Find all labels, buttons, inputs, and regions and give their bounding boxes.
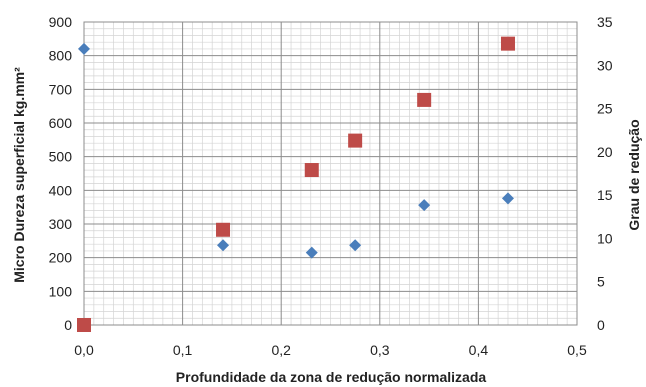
y-tick-label: 400 xyxy=(49,182,73,198)
x-axis-title: Profundidade da zona de redução normaliz… xyxy=(176,369,487,385)
y2-tick-label: 0 xyxy=(597,317,605,333)
y2-tick-label: 20 xyxy=(597,144,613,160)
x-axis-ticks: 0,0 0,1 0,2 0,3 0,4 0,5 xyxy=(74,342,587,358)
data-point-series-1 xyxy=(349,239,362,252)
data-point-series-1 xyxy=(501,192,514,205)
y-tick-label: 600 xyxy=(49,115,73,131)
y-tick-label: 900 xyxy=(49,14,73,30)
y-tick-label: 200 xyxy=(49,250,73,266)
data-point-series-2 xyxy=(500,36,515,51)
data-series xyxy=(77,36,515,332)
data-point-series-2 xyxy=(304,163,319,178)
x-tick-label: 0,0 xyxy=(74,342,94,358)
major-gridlines xyxy=(84,22,577,325)
x-tick-label: 0,5 xyxy=(567,342,587,358)
x-tick-label: 0,1 xyxy=(173,342,193,358)
y-axis-ticks: 0 100 200 300 400 500 600 700 800 900 xyxy=(49,14,73,333)
data-point-series-2 xyxy=(348,133,363,148)
x-tick-label: 0,3 xyxy=(370,342,390,358)
plot-area xyxy=(83,21,578,326)
data-point-series-2 xyxy=(77,318,91,332)
y-tick-label: 300 xyxy=(49,216,73,232)
y2-tick-label: 30 xyxy=(597,57,613,73)
y2-tick-label: 10 xyxy=(597,230,613,246)
y-tick-label: 800 xyxy=(49,48,73,64)
y-axis-title: Micro Dureza superficial kg.mm² xyxy=(11,67,27,283)
y-tick-label: 500 xyxy=(49,149,73,165)
data-point-series-1 xyxy=(418,199,431,212)
data-point-series-2 xyxy=(417,92,432,107)
y2-tick-label: 5 xyxy=(597,274,605,290)
x-tick-label: 0,4 xyxy=(469,342,489,358)
y2-axis-title: Grau de redução xyxy=(626,119,642,230)
x-tick-label: 0,2 xyxy=(271,342,291,358)
data-point-series-1 xyxy=(305,246,318,259)
data-point-series-2 xyxy=(216,222,231,237)
y2-tick-label: 15 xyxy=(597,187,613,203)
y2-axis-ticks: 0 5 10 15 20 25 30 35 xyxy=(597,14,613,333)
y2-tick-label: 35 xyxy=(597,14,613,30)
minor-gridlines xyxy=(84,22,577,325)
data-point-series-1 xyxy=(217,239,230,252)
y-tick-label: 100 xyxy=(49,283,73,299)
y-tick-label: 0 xyxy=(64,317,72,333)
y-tick-label: 700 xyxy=(49,81,73,97)
data-point-series-1 xyxy=(78,42,90,55)
y2-tick-label: 25 xyxy=(597,101,613,117)
